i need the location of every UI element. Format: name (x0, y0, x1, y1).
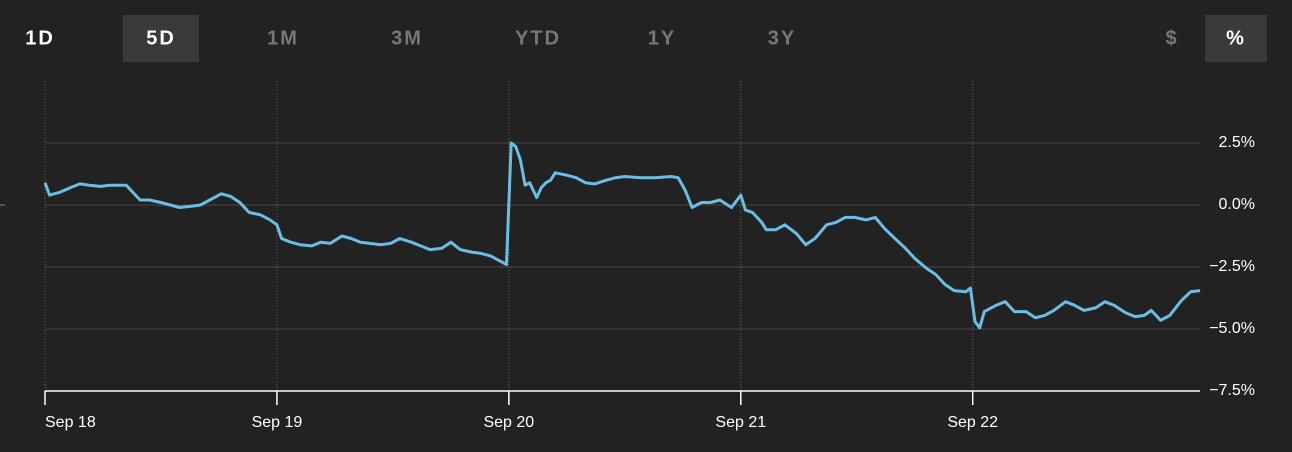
y-tick-label: −5.0% (1209, 320, 1255, 337)
range-tab[interactable]: 1Y (648, 27, 676, 49)
tab-label: 1M (267, 27, 299, 49)
y-tick-label: −7.5% (1209, 382, 1255, 399)
x-tick-label: Sep 21 (715, 414, 766, 431)
range-tab[interactable]: 3M (391, 27, 423, 49)
tab-highlight (123, 15, 199, 62)
plot-area: 2.5% 0.0% −2.5% −5.0% −7.5% Sep 18 Sep 19 Sep 2… (43, 81, 1255, 431)
tab-label: 1D (25, 27, 55, 49)
range-tab[interactable]: 1D (25, 27, 55, 49)
price-line (43, 141, 1201, 330)
tab-label: 3M (391, 27, 423, 49)
y-tick-label: 0.0% (1219, 196, 1255, 213)
x-tick-label: Sep 19 (252, 414, 303, 431)
tab-highlight (1205, 15, 1267, 62)
x-tick-label: Sep 22 (947, 414, 998, 431)
tab-label: 1Y (648, 27, 676, 49)
unit-tab[interactable]: % (1205, 15, 1267, 62)
range-tab[interactable]: 1M (267, 27, 299, 49)
x-tick-label: Sep 18 (45, 414, 96, 431)
unit-tab[interactable]: $ (1165, 27, 1178, 49)
range-tab[interactable]: YTD (515, 27, 561, 49)
tab-bar: 1D 5D 1M 3M YTD 1Y 3Y $% (25, 15, 1267, 62)
tab-label: 5D (146, 27, 176, 49)
range-tab[interactable]: 3Y (768, 27, 796, 49)
tab-label: 3Y (768, 27, 796, 49)
tab-label: YTD (515, 27, 561, 49)
y-tick-label: 2.5% (1219, 134, 1255, 151)
tab-label: $ (1165, 27, 1178, 49)
tab-label: % (1226, 27, 1246, 49)
y-tick-label: −2.5% (1209, 258, 1255, 275)
range-tab[interactable]: 5D (123, 15, 199, 62)
x-tick-label: Sep 20 (483, 414, 534, 431)
